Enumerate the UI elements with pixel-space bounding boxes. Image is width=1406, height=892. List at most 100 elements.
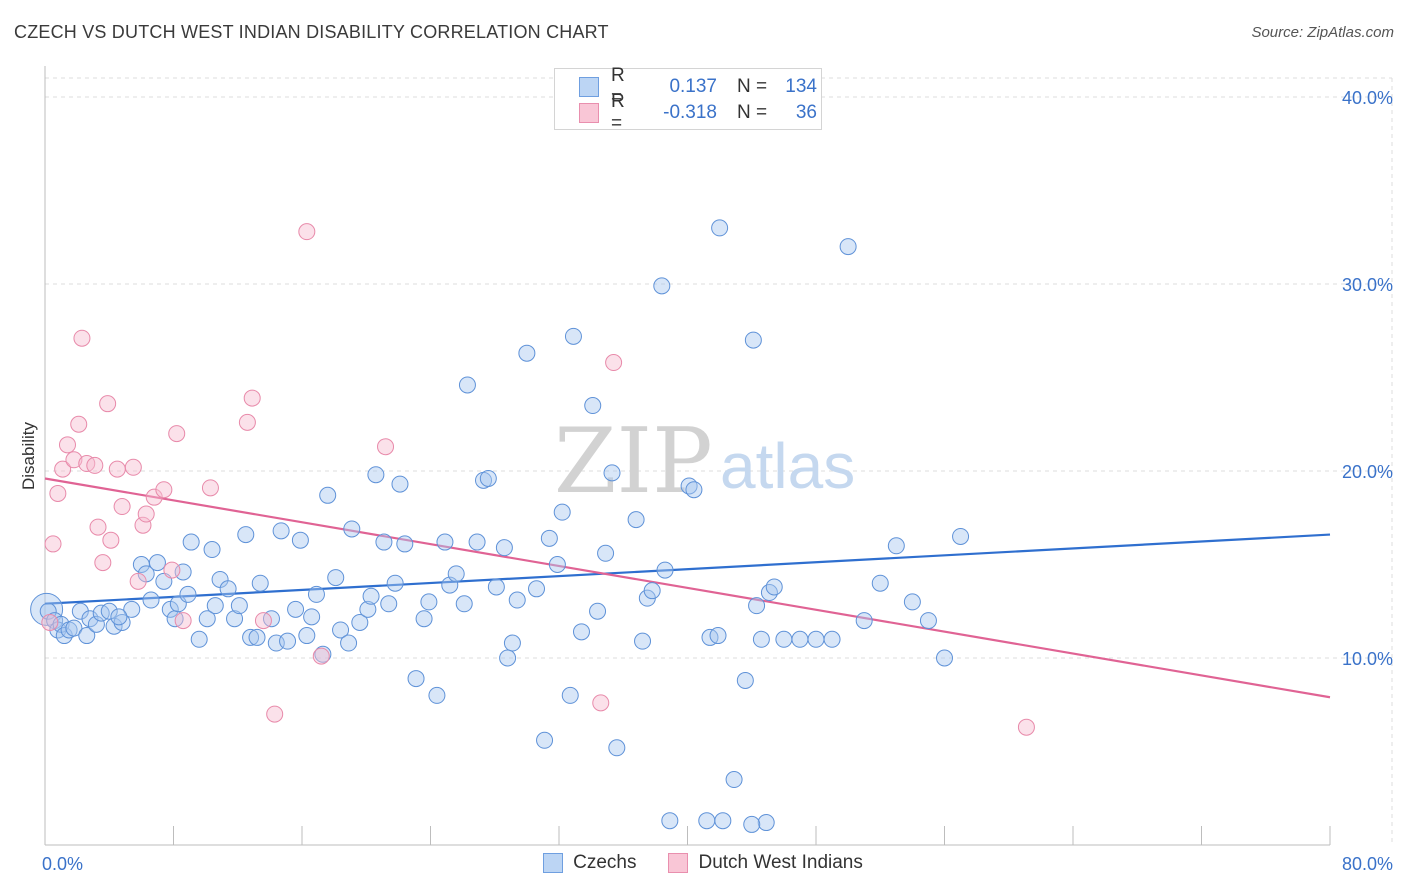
czechs-point: [736, 671, 754, 689]
czechs-point: [757, 814, 775, 832]
czechs-point: [396, 535, 414, 553]
czechs-point: [499, 649, 517, 667]
czechs-point: [548, 556, 566, 573]
czechs-point: [561, 686, 579, 704]
czechs-point: [279, 632, 297, 650]
y-tick-label: 30.0%: [1342, 275, 1393, 295]
czechs-point: [748, 597, 766, 615]
czechs-point: [251, 574, 269, 592]
n-value: 134: [785, 76, 817, 97]
dutch-west-indians-point: [592, 694, 610, 712]
n-label: N =: [737, 76, 768, 97]
grid: [45, 77, 1393, 845]
czechs-point: [81, 610, 99, 628]
czechs-point: [203, 541, 221, 559]
czechs-point: [536, 731, 554, 749]
dutch-west-indians-point: [58, 436, 76, 454]
czechs-point: [237, 526, 255, 544]
dutch-west-indians-point: [605, 354, 623, 372]
dutch-west-indians-point: [94, 554, 112, 572]
czechs-point: [540, 529, 558, 547]
dutch-west-indians-point: [243, 389, 261, 407]
r-value: 0.137: [669, 76, 717, 97]
dutch-west-indians-point: [298, 223, 316, 241]
dutch-west-indians-points: [41, 223, 1035, 736]
legend-row-czechs: R = 0.137 N = 134: [579, 65, 817, 108]
czechs-point: [303, 608, 321, 626]
dutch-west-indians-point: [108, 460, 126, 478]
czechs-point: [643, 582, 661, 600]
czechs-point: [198, 610, 216, 628]
czechs-point: [564, 327, 582, 345]
y-tick-label: 40.0%: [1342, 88, 1393, 108]
czechs-point: [503, 634, 521, 652]
n-label: N =: [737, 102, 768, 123]
x-tick-label: 80.0%: [1342, 854, 1393, 874]
legend-item-dutch-west-indians[interactable]: Dutch West Indians: [668, 852, 863, 874]
czechs-point: [714, 812, 732, 830]
czechs-point: [351, 613, 369, 631]
czechs-point: [487, 578, 505, 596]
czechs-point: [386, 574, 404, 592]
dutch-west-indians-point: [102, 531, 120, 549]
czechs-point: [110, 608, 128, 626]
czechs-point: [760, 584, 778, 602]
czechs-point: [807, 630, 825, 648]
dutch-west-indians-point: [254, 612, 272, 630]
r-label: R =: [611, 91, 625, 134]
czechs-point: [307, 585, 325, 603]
y-tick-label: 10.0%: [1342, 649, 1393, 669]
czechs-point: [656, 561, 674, 579]
dutch-west-indians-point: [266, 705, 284, 723]
czechs-point: [219, 580, 237, 598]
czechs-point: [518, 344, 536, 362]
czechs-point: [182, 533, 200, 551]
dutch-west-indians-trend-line: [44, 477, 1331, 699]
y-axis-label: Disability: [19, 421, 38, 490]
czechs-point: [685, 481, 703, 499]
chart-title: CZECH VS DUTCH WEST INDIAN DISABILITY CO…: [14, 22, 609, 42]
czechs-point: [572, 623, 590, 641]
czechs-point: [327, 569, 345, 587]
dutch-west-indians-point: [377, 438, 395, 456]
czechs-point: [553, 503, 571, 521]
dutch-west-indians-point: [89, 518, 107, 536]
legend-swatch-pink: [668, 853, 689, 873]
czechs-point: [113, 613, 131, 631]
czechs-point: [653, 277, 671, 295]
czechs-point: [903, 593, 921, 611]
czechs-point: [226, 610, 244, 628]
czechs-point: [603, 464, 621, 482]
czechs-point: [887, 537, 905, 555]
dutch-west-indians-point: [201, 479, 219, 497]
czechs-point: [661, 812, 679, 830]
czechs-point: [332, 621, 350, 639]
czechs-point: [743, 815, 761, 833]
dutch-west-indians-point: [174, 612, 192, 630]
czechs-point-large: [30, 592, 64, 626]
dutch-west-indians-point: [44, 535, 62, 553]
dutch-west-indians-point: [124, 458, 142, 476]
czechs-point: [206, 597, 224, 615]
dutch-west-indians-point: [49, 484, 67, 502]
czechs-point: [142, 591, 160, 609]
legend-item-czechs[interactable]: Czechs: [543, 852, 636, 874]
czechs-point: [190, 630, 208, 648]
czechs-point: [627, 511, 645, 529]
czechs-point: [242, 628, 260, 646]
watermark-zip: ZIP: [554, 409, 713, 514]
czechs-point: [428, 686, 446, 704]
czechs-point: [179, 585, 197, 603]
czechs-point: [855, 612, 873, 630]
czechs-point: [272, 522, 290, 540]
czechs-point: [791, 630, 809, 648]
dutch-west-indians-point: [238, 413, 256, 431]
legend-stats: R = 0.137 N = 134 R = -0.318 N = 36: [554, 65, 822, 134]
czechs-point: [340, 634, 358, 652]
tick-labels: 10.0% 20.0% 30.0% 40.0% 0.0% 80.0%: [42, 88, 1393, 874]
legend-label-czechs: Czechs: [573, 852, 637, 873]
dutch-west-indians-point: [155, 481, 173, 499]
czechs-point: [380, 595, 398, 613]
czechs-point: [479, 469, 497, 487]
